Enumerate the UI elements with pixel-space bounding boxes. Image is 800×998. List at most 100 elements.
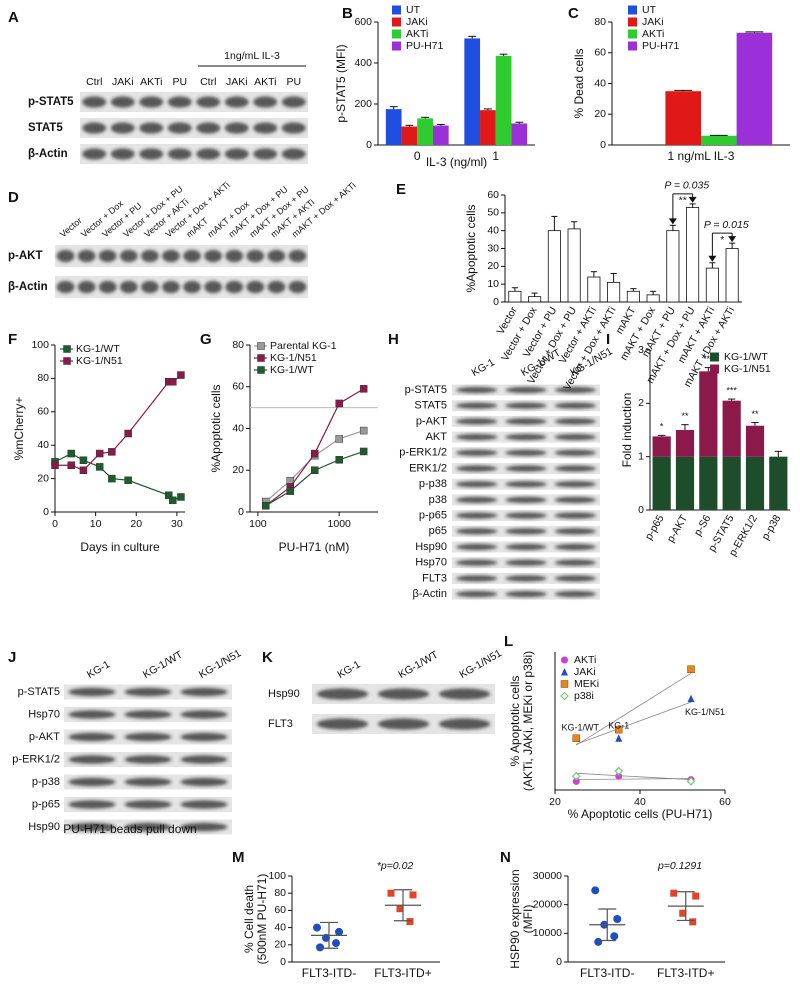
blot-band [56, 280, 75, 294]
x-tick-label: 20 [549, 796, 561, 808]
point [571, 771, 581, 781]
blot-strip [55, 245, 308, 267]
significance: *** [726, 385, 737, 395]
row-label: β-Actin [413, 588, 447, 600]
panel-letter: E [396, 181, 406, 198]
blot-band [253, 148, 278, 160]
legend-label: KG-1/N51 [270, 352, 317, 364]
blot-band [124, 822, 172, 832]
lane-label: JAKi [112, 76, 134, 88]
blot-band [68, 710, 116, 719]
blot-band [554, 496, 597, 503]
row-label: FLT3 [422, 572, 447, 584]
x-axis-label: Days in culture [80, 540, 160, 554]
y-axis-label: %mCherry+ [12, 397, 26, 461]
legend-swatch [257, 354, 265, 362]
blot-band [167, 122, 192, 134]
panel-letter: H [388, 331, 399, 348]
row-label: Hsp70 [28, 708, 60, 720]
row-label: p-p38 [419, 478, 447, 490]
blot-band [246, 249, 265, 263]
blot-band [224, 96, 249, 108]
significance: * [660, 422, 664, 432]
y-tick-label: 0 [280, 956, 286, 968]
bar-segment [699, 371, 718, 457]
row-label: β-Actin [28, 148, 68, 160]
panel-letter: B [342, 5, 353, 22]
blot-band [124, 777, 172, 787]
x-tick-label: 10 [90, 518, 102, 530]
blot-band [505, 434, 547, 441]
row-label: p-STAT5 [28, 96, 74, 108]
blot-band [505, 418, 547, 425]
blot-band [139, 122, 164, 134]
blot-band [225, 280, 244, 294]
blot-band [554, 418, 597, 425]
blot-band [455, 449, 498, 456]
blot-strip [80, 144, 308, 164]
blot-band [316, 688, 369, 700]
point [177, 371, 185, 379]
y-tick-label: 50 [487, 207, 499, 219]
point [614, 766, 624, 776]
blot-band [180, 777, 228, 787]
y-tick-label: 3 [638, 344, 644, 356]
blot-band [82, 122, 107, 134]
y-tick-label: 30000 [533, 870, 562, 882]
blot-band [505, 512, 547, 519]
blot-band [554, 465, 597, 472]
blot-band [167, 148, 192, 160]
point [108, 448, 116, 456]
arrow-head [728, 236, 737, 243]
bar [646, 294, 660, 303]
series-line [265, 388, 364, 507]
blot-band [110, 122, 135, 134]
x-tick-label: FLT3-ITD- [302, 966, 356, 980]
point [335, 927, 343, 936]
y-tick-label: 0 [600, 139, 606, 151]
blot-band [455, 465, 498, 472]
row-label: p-AKT [29, 731, 60, 743]
panel-letter: C [568, 5, 579, 22]
point [165, 491, 173, 500]
lane-label: AKTi [254, 76, 276, 88]
row-label: p-p65 [419, 510, 447, 522]
blot-band [455, 418, 498, 425]
legend-swatch [628, 17, 637, 27]
bar [508, 290, 522, 303]
row-label: Hsp90 [268, 688, 300, 700]
y-tick-label: 400 [354, 57, 372, 69]
legend-label: UT [406, 4, 421, 16]
row-label: p38 [429, 494, 447, 506]
blot-band [98, 249, 117, 263]
blot-band [180, 687, 228, 697]
bar [495, 55, 512, 146]
blot-band [554, 449, 597, 456]
y-axis-label: Fold induction [620, 393, 634, 468]
blot-band [554, 528, 597, 535]
bar [607, 281, 621, 303]
y-axis-label: %Apoptotic cells [464, 204, 478, 292]
point [670, 889, 678, 897]
bar [417, 118, 433, 145]
legend-swatch [628, 5, 637, 15]
point [610, 932, 619, 941]
blot-band [224, 122, 249, 134]
x-tick-label: 20 [130, 518, 142, 530]
p-value: P = 0.015 [704, 219, 749, 231]
y-tick-label: 20 [274, 939, 286, 951]
blot-band [196, 148, 221, 160]
blot-band [68, 777, 116, 787]
row-label: STAT5 [414, 400, 447, 412]
blot-header: 1ng/mL IL-3 [224, 50, 280, 62]
blot-band [267, 249, 286, 263]
y-tick-label: 60 [37, 406, 49, 418]
significance: ** [751, 409, 759, 419]
legend-swatch [392, 17, 401, 27]
x-tick-label: 0 [414, 149, 421, 163]
point [687, 665, 695, 673]
point [615, 725, 623, 734]
legend-label: KG-1/WT [270, 364, 314, 376]
lane-label: KG-1 [335, 658, 362, 681]
point [95, 463, 104, 471]
